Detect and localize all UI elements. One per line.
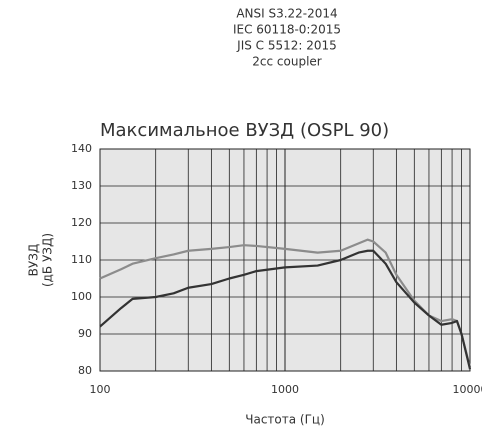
line-series xyxy=(99,238,472,368)
x-tick-label: 100 xyxy=(90,383,111,396)
header-line: ANSI S3.22-2014 xyxy=(236,7,337,21)
line-series xyxy=(99,249,472,370)
x-axis-label: Частота (Гц) xyxy=(245,413,325,427)
y-tick-label: 90 xyxy=(78,327,92,340)
y-tick-label: 80 xyxy=(78,364,92,377)
header-line: JIS C 5512: 2015 xyxy=(236,39,337,53)
y-tick-label: 100 xyxy=(71,290,92,303)
x-tick-label: 1000 xyxy=(271,383,299,396)
y-tick-label: 140 xyxy=(71,142,92,155)
header-line: IEC 60118-0:2015 xyxy=(233,23,341,37)
y-axis-label: (дБ УЗД) xyxy=(41,233,55,287)
y-tick-label: 130 xyxy=(71,179,92,192)
x-tick-label: 10000 xyxy=(453,383,482,396)
y-axis-label: ВУЗД xyxy=(27,244,41,277)
chart-title: Максимальное ВУЗД (OSPL 90) xyxy=(100,120,389,141)
y-tick-label: 120 xyxy=(71,216,92,229)
y-tick-label: 110 xyxy=(71,253,92,266)
header-line: 2cc coupler xyxy=(252,55,322,69)
